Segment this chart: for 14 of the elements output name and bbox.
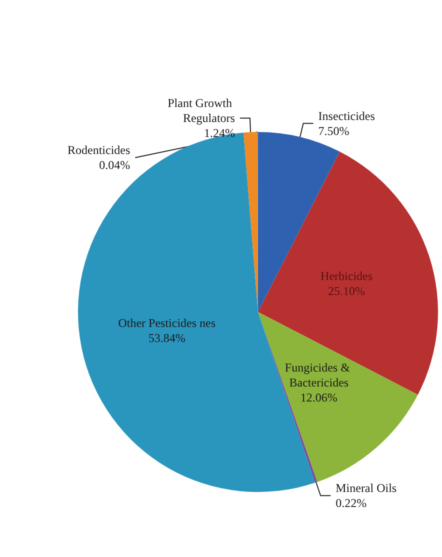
data-label: 0.04% <box>99 158 130 172</box>
data-label: 7.50% <box>318 124 350 138</box>
slice-label: Fungicides & Bactericides <box>284 360 353 390</box>
data-label: 12.06% <box>300 390 338 404</box>
data-label: 25.10% <box>328 284 366 298</box>
slice-label: Insecticides <box>318 108 376 123</box>
data-label: 0.22% <box>336 496 367 510</box>
slice-label: Plant Growth Regulators <box>168 96 236 126</box>
data-label: 53.84% <box>148 331 186 346</box>
data-label: 1.24% <box>204 126 235 140</box>
slice-label: Herbicides <box>320 269 373 284</box>
slice-label: Other Pesticides nes <box>118 316 216 330</box>
slice-label: Mineral Oils <box>336 481 397 496</box>
slice-label: Rodenticides <box>68 143 130 158</box>
